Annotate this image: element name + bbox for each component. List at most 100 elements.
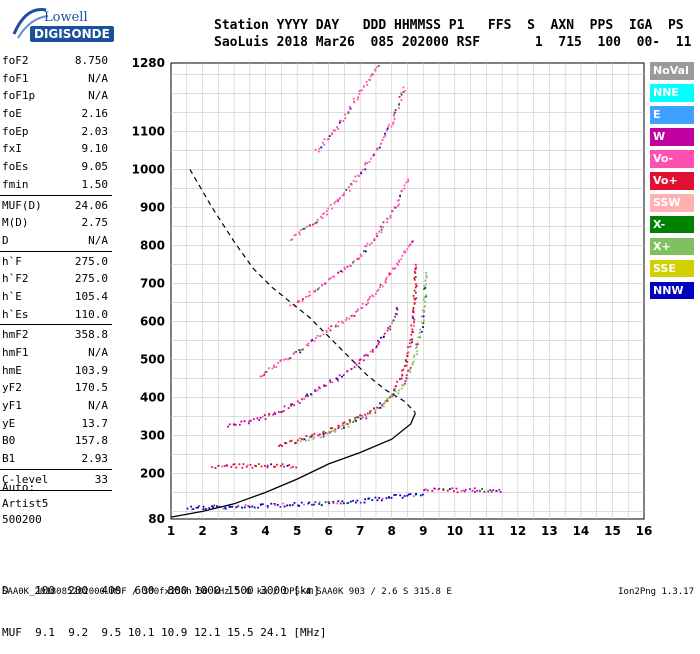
trace-point (259, 416, 262, 419)
param-label: yE (2, 416, 16, 430)
x-tick-label: 10 (446, 524, 463, 538)
trace-point (407, 245, 410, 248)
trace-point (411, 315, 414, 318)
trace-point (371, 348, 374, 351)
trace-point (411, 362, 414, 365)
trace-point (337, 500, 340, 503)
param-row-mufd: MUF(D) 24.06 (0, 197, 112, 215)
trace-point (298, 231, 300, 234)
legend-item-e: E (650, 105, 694, 124)
trace-point (322, 430, 325, 433)
trace-point (412, 317, 414, 319)
trace-point (401, 369, 403, 372)
trace-point (230, 466, 233, 468)
trace-point (411, 328, 414, 331)
trace-point (354, 175, 357, 178)
trace-point (292, 353, 295, 355)
trace-point (394, 390, 397, 393)
legend-item-ssw: SSW (650, 193, 694, 212)
muf-distance-row: D 100 200 400 600 800 1000 1500 3000 [km… (2, 584, 320, 597)
trace-point (386, 398, 388, 401)
trace-point (306, 393, 308, 396)
param-value: N/A (88, 346, 108, 359)
param-value: N/A (88, 71, 108, 85)
legend-item-noval: NoVal (650, 62, 694, 80)
trace-point (374, 69, 377, 72)
trace-point (313, 432, 316, 435)
trace-point (314, 501, 317, 503)
trace-point (389, 396, 391, 399)
trace-point (301, 300, 304, 302)
trace-point (405, 377, 408, 380)
trace-point (464, 488, 467, 491)
param-label: h`Es (2, 307, 29, 321)
trace-point (328, 278, 330, 281)
trace-point (369, 412, 371, 415)
trace-point (411, 338, 414, 341)
trace-point (337, 427, 340, 429)
trace-point (345, 422, 347, 425)
trace-point (406, 248, 409, 251)
trace-point (396, 308, 399, 311)
trace-point (326, 213, 328, 216)
trace-point (404, 250, 407, 253)
trace-point (191, 508, 193, 511)
trace-point (307, 344, 310, 347)
trace-point (344, 113, 347, 116)
trace-point (424, 305, 426, 307)
trace-point (349, 500, 352, 503)
trace-point (393, 389, 396, 392)
true-height-profile (170, 412, 416, 518)
trace-point (261, 415, 264, 418)
trace-point (402, 384, 405, 387)
trace-point (283, 505, 286, 508)
param-value: N/A (88, 233, 108, 247)
trace-point (289, 304, 292, 307)
trace-point (451, 487, 454, 490)
trace-point (359, 89, 361, 92)
trace-point (401, 374, 403, 377)
trace-point (307, 502, 310, 505)
trace-point (309, 294, 311, 297)
trace-point (341, 194, 344, 197)
trace-point (405, 181, 408, 184)
trace-point (298, 233, 301, 236)
param-value: 358.8 (74, 328, 108, 342)
trace-point (446, 489, 449, 492)
param-row-ye: yE 13.7 (0, 415, 112, 433)
trace-point (299, 229, 302, 231)
trace-point (498, 488, 501, 491)
trace-point (415, 266, 418, 269)
trace-point (406, 354, 408, 357)
trace-point (336, 378, 339, 380)
trace-point (375, 66, 378, 69)
trace-point (212, 506, 214, 509)
trace-point (270, 502, 273, 505)
x-tick-label: 8 (388, 524, 396, 538)
trace-point (335, 377, 338, 380)
trace-point (251, 505, 254, 508)
trace-point (438, 487, 441, 490)
trace-point (186, 507, 189, 510)
trace-point (418, 332, 421, 334)
x-tick-label: 12 (510, 524, 527, 538)
trace-point (356, 499, 359, 502)
trace-point (253, 418, 255, 420)
trace-point (283, 405, 286, 408)
trace-point (289, 504, 291, 507)
param-value: 105.4 (74, 289, 108, 303)
trace-point (364, 498, 367, 501)
trace-point (375, 346, 378, 349)
trace-point (412, 331, 414, 333)
trace-point (390, 496, 393, 499)
param-label: yF1 (2, 399, 22, 413)
trace-point (337, 379, 339, 382)
x-tick-label: 1 (167, 524, 175, 538)
trace-point (416, 345, 418, 348)
trace-point (412, 307, 415, 309)
trace-point (495, 490, 498, 492)
trace-point (303, 227, 306, 230)
trace-point (311, 503, 313, 506)
trace-point (323, 385, 326, 387)
trace-point (283, 465, 285, 468)
